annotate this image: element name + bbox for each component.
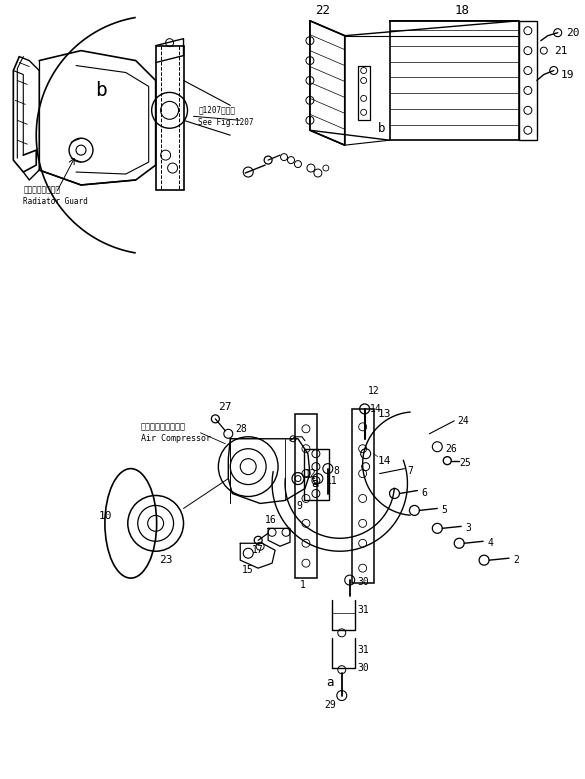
Text: 14: 14 (370, 404, 381, 414)
Text: ㄇ1207図参照: ㄇ1207図参照 (198, 106, 235, 115)
Text: a: a (326, 676, 333, 689)
Text: 30: 30 (357, 577, 370, 587)
Text: 30: 30 (357, 663, 370, 673)
Bar (357, 65, 370, 120)
Text: See Fig.1207: See Fig.1207 (198, 118, 254, 127)
Text: 29: 29 (324, 700, 336, 710)
Text: a: a (311, 477, 319, 490)
Text: ラジエータガード: ラジエータガード (23, 185, 60, 195)
Text: 21: 21 (554, 46, 567, 55)
Text: 4: 4 (487, 538, 493, 548)
Text: b: b (377, 122, 385, 135)
Text: 28: 28 (235, 424, 247, 434)
Text: 27: 27 (218, 402, 232, 412)
Text: 26: 26 (445, 444, 457, 453)
Text: 20: 20 (566, 28, 579, 37)
Bar (519, 21, 537, 140)
Text: 9: 9 (296, 502, 302, 512)
Text: 16: 16 (265, 516, 277, 525)
Text: Radiator Guard: Radiator Guard (23, 197, 88, 206)
Text: 12: 12 (367, 386, 380, 396)
Text: b: b (95, 81, 107, 100)
Text: 3: 3 (465, 523, 471, 534)
Text: 14: 14 (377, 456, 391, 466)
Text: 10: 10 (99, 511, 112, 521)
Bar (295, 414, 317, 578)
Text: 1: 1 (300, 580, 306, 590)
Text: 19: 19 (560, 69, 574, 79)
Text: 13: 13 (377, 409, 391, 419)
Text: 18: 18 (454, 5, 469, 17)
Text: 15: 15 (242, 565, 254, 575)
Bar (156, 46, 184, 190)
Text: 11: 11 (326, 475, 338, 485)
Text: 5: 5 (441, 506, 447, 516)
Text: エアーコンプレッサ: エアーコンプレッサ (141, 422, 185, 432)
Text: 22: 22 (315, 5, 330, 17)
Text: 31: 31 (357, 605, 370, 615)
Text: Air Compressor: Air Compressor (141, 434, 211, 443)
Text: 23: 23 (159, 555, 172, 566)
Text: 24: 24 (457, 416, 469, 426)
Bar (304, 449, 329, 500)
Text: 6: 6 (421, 488, 427, 498)
Text: 31: 31 (357, 645, 370, 655)
Text: 25: 25 (459, 457, 471, 467)
Text: 2: 2 (513, 555, 519, 566)
Text: 17: 17 (252, 545, 264, 555)
Text: 8: 8 (334, 466, 340, 476)
Text: 7: 7 (407, 466, 414, 476)
Bar (352, 409, 374, 583)
Text: 12: 12 (305, 469, 316, 478)
